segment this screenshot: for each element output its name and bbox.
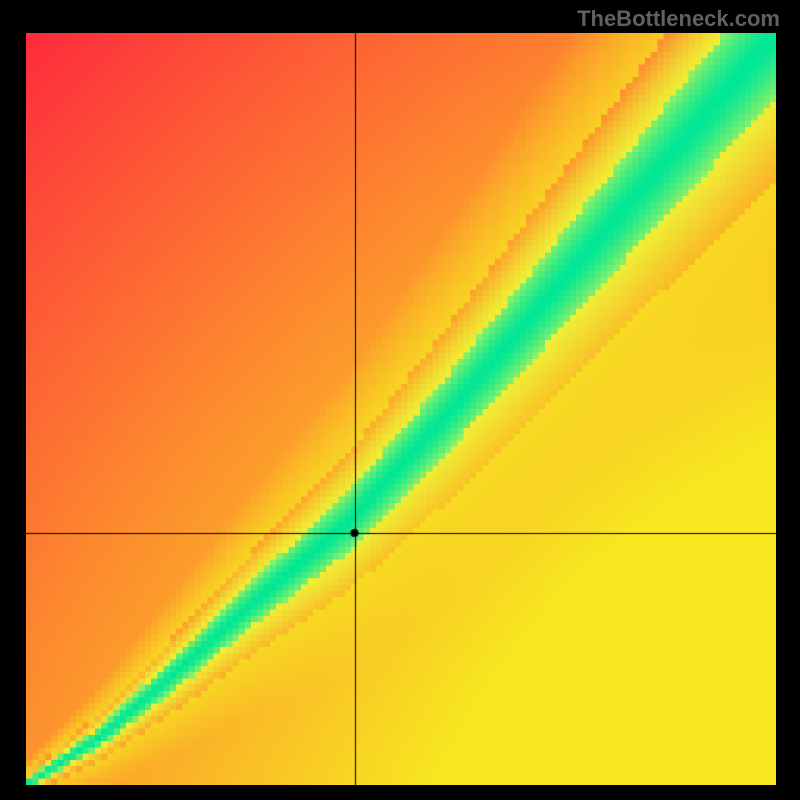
crosshair-overlay [26,33,776,785]
chart-container: TheBottleneck.com [0,0,800,800]
watermark-text: TheBottleneck.com [577,6,780,32]
